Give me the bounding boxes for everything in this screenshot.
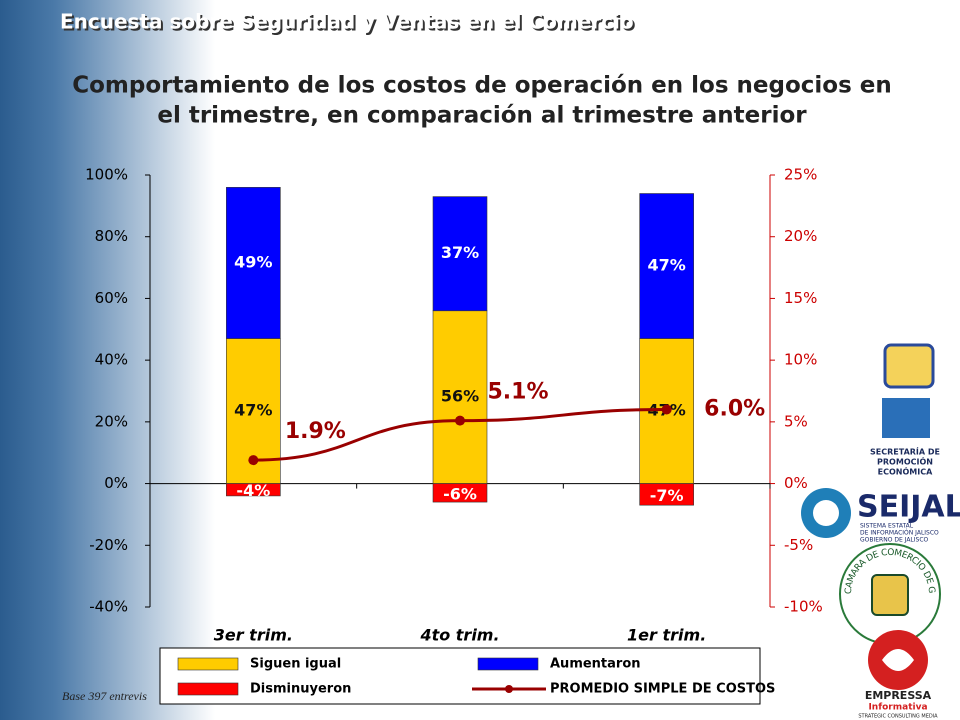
data-label: -7%: [650, 486, 684, 505]
y-tick-label: -40%: [89, 598, 128, 616]
crest: [882, 398, 930, 438]
logo-text: Informativa: [868, 703, 927, 713]
legend-box: [159, 647, 761, 705]
crest: [871, 574, 909, 616]
line-point: [455, 415, 465, 426]
data-label: -4%: [236, 481, 270, 500]
logo-text: STRATEGIC CONSULTING MEDIA: [858, 714, 938, 720]
legend-label: Disminuyeron: [250, 682, 351, 697]
logo-text: SEIJAL: [857, 490, 960, 525]
y2-tick-label: 25%: [784, 166, 817, 184]
footnote: Base 397 entrevis: [62, 689, 147, 703]
data-label: 47%: [234, 401, 272, 420]
logo-text: SISTEMA ESTATAL: [860, 523, 914, 530]
data-label: 1.9%: [285, 419, 346, 444]
side-strip: [0, 0, 215, 720]
data-label: 47%: [648, 256, 686, 275]
bar: [432, 196, 488, 312]
legend-label: PROMEDIO SIMPLE DE COSTOS: [550, 682, 775, 697]
data-label: 49%: [234, 252, 272, 271]
legend-swatch: [505, 685, 513, 693]
legend-swatch: [177, 657, 239, 671]
y-tick-label: 60%: [95, 289, 128, 307]
bar: [639, 193, 694, 339]
x-tick-label: 3er trim.: [214, 626, 293, 645]
y-tick-label: -20%: [89, 536, 128, 554]
y-tick-label: 100%: [85, 166, 128, 184]
legend: Siguen igual Aumentaron Disminuyeron PROMED…: [159, 647, 775, 705]
x-tick-label: 4to trim.: [419, 626, 499, 645]
chart-title: Comportamiento de los costos de operació…: [72, 73, 892, 99]
line-point: [248, 455, 259, 466]
data-label: 56%: [441, 387, 479, 406]
bar: [226, 483, 281, 497]
line-point: [661, 404, 672, 415]
data-label: -6%: [443, 484, 477, 503]
logo-text: PROMOCIÓN: [877, 456, 933, 467]
legend-swatch: [477, 657, 539, 671]
y2-tick-label: -5%: [784, 536, 813, 554]
logo-shape: [882, 649, 914, 671]
logo-text: GOBIERNO DE JALISCO: [860, 537, 929, 544]
data-label: 6.0%: [704, 397, 765, 422]
y2-tick-label: 5%: [784, 412, 808, 430]
logo-circle: [813, 500, 839, 526]
header: Encuesta sobre Seguridad y Ventas en el …: [60, 10, 634, 34]
logo-text: SECRETARÍA DE: [870, 446, 940, 457]
y-tick-label: 40%: [95, 351, 128, 369]
data-label: 37%: [441, 243, 479, 262]
x-tick-label: 1er trim.: [627, 626, 706, 645]
logo-text: ECONÓMICA: [878, 466, 933, 477]
logo-seijal: SEIJAL SISTEMA ESTATAL DE INFORMACIÓN JA…: [801, 488, 960, 544]
y2-tick-label: -10%: [784, 598, 823, 616]
y-tick-label: 20%: [95, 412, 128, 430]
y2-tick-label: 15%: [784, 289, 817, 307]
y-tick-label: 80%: [95, 227, 128, 245]
legend-label: Siguen igual: [250, 657, 341, 672]
y-tick-label: 0%: [104, 474, 128, 492]
data-label: 5.1%: [487, 380, 548, 405]
bar: [432, 483, 488, 503]
logo-text: EMPRESSA: [865, 689, 932, 702]
logo-sepro: SECRETARÍA DE PROMOCIÓN ECONÓMICA: [870, 343, 940, 477]
bar: [639, 483, 694, 506]
crest: [883, 343, 935, 389]
chart: -40% -20% 0% 20% 40% 60% 80% 100% -10% -5% 0% 5% 10%…: [85, 166, 823, 705]
chart-title: el trimestre, en comparación al trimestr…: [157, 103, 807, 129]
bar: [226, 187, 281, 339]
y2-tick-label: 0%: [784, 474, 808, 492]
logo-text: DE INFORMACIÓN JALISCO: [860, 530, 939, 537]
bar: [432, 310, 488, 484]
header-shadow: Encuesta sobre Seguridad y Ventas en el …: [62, 12, 636, 36]
logo-empressa: EMPRESSA Informativa STRATEGIC CONSULTIN…: [858, 630, 938, 720]
legend-label: Aumentaron: [550, 657, 641, 672]
y2-tick-label: 20%: [784, 227, 817, 245]
legend-swatch: [177, 682, 239, 696]
y2-tick-label: 10%: [784, 351, 817, 369]
